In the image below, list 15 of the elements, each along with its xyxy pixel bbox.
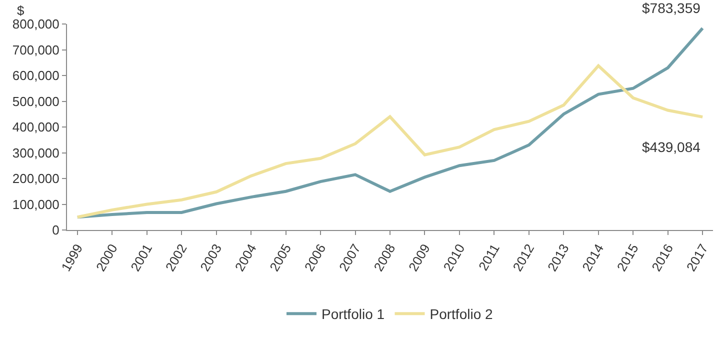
y-tick-label: 600,000 [12,68,60,84]
y-tick-label: 200,000 [12,171,60,186]
legend-label: Portfolio 1 [322,306,385,322]
y-tick-label: 700,000 [12,42,60,58]
y-tick-label: 500,000 [12,94,60,109]
y-axis-title: $ [17,3,25,18]
y-tick-label: 800,000 [12,16,60,32]
y-tick-label: 100,000 [12,196,60,212]
annotation: $783,359 [642,0,701,16]
line-series [76,64,704,219]
annotation: $439,084 [642,139,701,155]
legend-label: Portfolio 2 [430,306,493,322]
y-tick-label: 0 [52,222,60,238]
y-tick-label: 300,000 [12,145,60,160]
y-tick-label: 400,000 [12,120,60,135]
